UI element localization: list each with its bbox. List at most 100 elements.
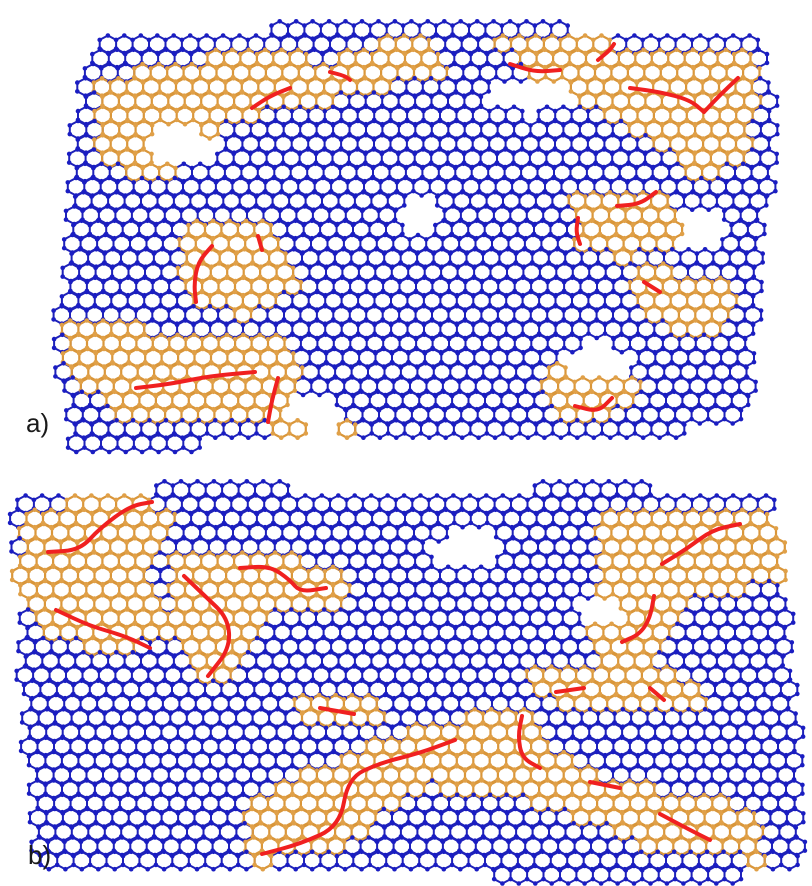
carbon-atom xyxy=(314,133,319,138)
carbon-atom xyxy=(342,218,348,224)
carbon-atom xyxy=(196,418,202,423)
carbon-atom xyxy=(635,137,640,142)
carbon-atom xyxy=(392,389,397,395)
carbon-atom xyxy=(280,161,285,167)
carbon-atom xyxy=(472,351,477,356)
defect-atom xyxy=(250,251,255,256)
carbon-atom xyxy=(196,37,201,43)
carbon-atom xyxy=(94,237,100,242)
carbon-atom xyxy=(92,294,98,299)
carbon-atom xyxy=(347,279,353,285)
carbon-atom xyxy=(632,431,638,436)
carbon-atom xyxy=(238,175,243,181)
carbon-atom xyxy=(754,208,760,214)
carbon-atom xyxy=(207,304,213,309)
carbon-atom xyxy=(349,251,354,256)
defect-atom xyxy=(92,108,97,114)
defect-atom xyxy=(371,80,376,85)
defect-atom xyxy=(153,393,159,399)
defect-atom xyxy=(330,94,336,100)
carbon-atom xyxy=(203,204,209,209)
defect-atom xyxy=(252,222,257,228)
carbon-atom xyxy=(396,151,401,157)
defect-atom xyxy=(255,80,261,85)
carbon-atom xyxy=(548,23,554,28)
defect-atom xyxy=(208,265,214,271)
defect-atom xyxy=(646,232,651,238)
carbon-atom xyxy=(639,479,644,484)
defect-atom xyxy=(701,294,706,299)
carbon-atom xyxy=(360,190,366,195)
defect-atom xyxy=(636,265,641,271)
carbon-atom xyxy=(286,194,292,199)
carbon-atom xyxy=(393,190,399,195)
carbon-atom xyxy=(402,431,407,436)
carbon-atom xyxy=(284,222,290,228)
carbon-atom xyxy=(191,304,196,309)
carbon-atom xyxy=(189,432,194,437)
carbon-atom xyxy=(696,393,702,399)
carbon-atom xyxy=(626,151,631,157)
carbon-atom xyxy=(90,51,95,57)
carbon-atom xyxy=(659,151,664,157)
defect-atom xyxy=(173,165,178,171)
defect-atom xyxy=(643,94,648,100)
carbon-atom xyxy=(512,308,517,313)
carbon-atom xyxy=(405,322,410,328)
carbon-atom xyxy=(361,435,366,441)
carbon-atom xyxy=(744,232,750,238)
carbon-atom xyxy=(228,208,233,214)
defect-atom xyxy=(209,361,214,366)
carbon-atom xyxy=(476,180,482,185)
carbon-atom xyxy=(385,431,391,436)
carbon-atom xyxy=(380,104,385,110)
defect-atom xyxy=(700,147,705,152)
carbon-atom xyxy=(166,289,172,295)
defect-atom xyxy=(576,66,581,71)
carbon-atom xyxy=(51,317,56,322)
carbon-atom xyxy=(721,389,726,395)
carbon-atom xyxy=(82,161,88,167)
carbon-atom xyxy=(455,351,461,356)
carbon-atom xyxy=(253,194,259,199)
carbon-atom xyxy=(261,479,266,484)
defect-atom xyxy=(248,289,254,295)
defect-atom xyxy=(665,194,670,199)
defect-atom xyxy=(606,208,612,214)
defect-atom xyxy=(172,511,177,517)
carbon-atom xyxy=(396,104,402,110)
defect-atom xyxy=(77,351,82,356)
carbon-atom xyxy=(735,361,741,366)
carbon-atom xyxy=(760,260,765,265)
carbon-atom xyxy=(289,147,294,152)
carbon-atom xyxy=(657,418,662,423)
carbon-atom xyxy=(7,520,13,526)
carbon-atom xyxy=(314,123,319,128)
carbon-atom xyxy=(118,261,123,266)
defect-atom xyxy=(592,66,598,71)
defect-atom xyxy=(394,47,400,53)
carbon-atom xyxy=(436,165,442,171)
defect-atom xyxy=(684,118,690,124)
carbon-atom xyxy=(412,94,418,100)
defect-atom xyxy=(682,51,687,57)
defect-atom xyxy=(141,322,147,328)
carbon-atom xyxy=(359,19,365,24)
carbon-atom xyxy=(204,422,210,427)
carbon-atom xyxy=(366,232,371,238)
carbon-atom xyxy=(537,265,543,271)
carbon-atom xyxy=(188,511,194,517)
carbon-atom xyxy=(648,493,654,498)
defect-atom xyxy=(618,80,623,85)
carbon-atom xyxy=(389,332,394,338)
defect-atom xyxy=(535,61,540,67)
carbon-atom xyxy=(503,108,509,114)
carbon-atom xyxy=(495,318,501,323)
carbon-atom xyxy=(327,37,333,43)
carbon-atom xyxy=(490,218,496,224)
defect-atom xyxy=(174,117,179,123)
defect-atom xyxy=(156,61,162,67)
carbon-atom xyxy=(285,23,291,28)
carbon-atom xyxy=(143,247,148,252)
carbon-atom xyxy=(360,37,366,43)
